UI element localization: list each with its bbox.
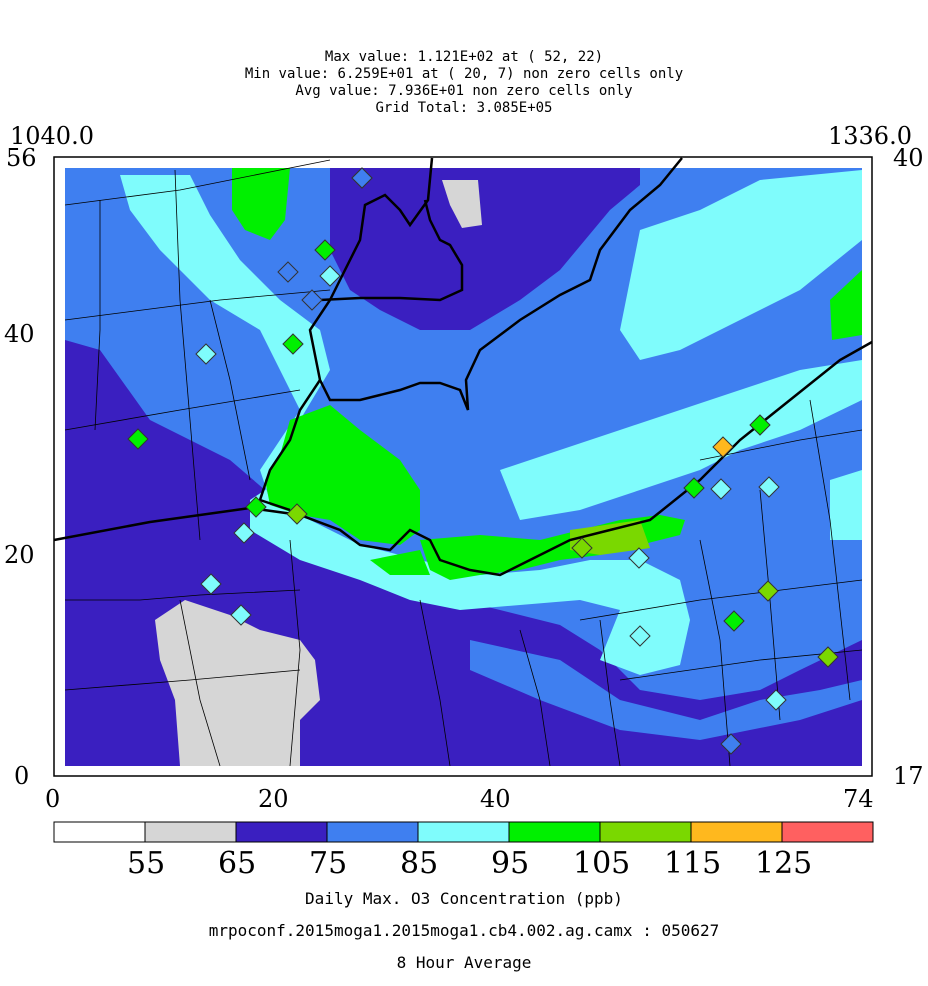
corner-top-left: 1040.0 <box>10 122 94 150</box>
monitor-site-4 <box>319 265 341 287</box>
county-boundaries <box>64 159 863 767</box>
max-value-line: Max value: 1.121E+02 at ( 52, 22) <box>324 49 604 65</box>
monitor-site-9 <box>245 496 267 518</box>
monitor-site-12 <box>200 573 222 595</box>
field-green-north <box>232 168 290 240</box>
min-value-line: Min value: 6.259E+01 at ( 20, 7) non zer… <box>244 66 684 82</box>
monitor-site-6 <box>282 333 304 355</box>
monitor-site-26 <box>720 733 742 755</box>
colorbar-label-55: 55 <box>127 846 166 881</box>
field-green-lake-west <box>265 405 420 545</box>
colorbar-swatch-6 <box>599 821 692 843</box>
field-cyan-lake <box>500 360 862 520</box>
colorbar <box>53 821 874 843</box>
colorbar-label-115: 115 <box>664 846 722 881</box>
colorbar-label-85: 85 <box>400 846 439 881</box>
colorbar-swatch-1 <box>144 821 237 843</box>
right-axis-bottom: 17 <box>893 762 924 790</box>
stats-header: Max value: 1.121E+02 at ( 52, 22) Min va… <box>0 49 928 117</box>
y-tick-20: 20 <box>4 541 35 569</box>
colorbar-swatch-7 <box>690 821 783 843</box>
avg-value-line: Avg value: 7.936E+01 non zero cells only <box>295 83 633 99</box>
field-green-island <box>370 550 430 575</box>
monitor-site-5 <box>301 289 323 311</box>
concentration-field <box>65 168 862 766</box>
corner-top-right: 1336.0 <box>828 122 912 150</box>
monitor-site-2 <box>277 261 299 283</box>
colorbar-swatch-3 <box>326 821 419 843</box>
variable-caption: Daily Max. O3 Concentration (ppb) <box>305 889 623 908</box>
field-cyan-northeast <box>620 170 862 360</box>
colorbar-swatch-5 <box>508 821 601 843</box>
monitor-site-13 <box>230 604 252 626</box>
field-darkblue-north <box>330 168 640 330</box>
left-axis-bottom: 0 <box>14 762 30 790</box>
field-cyan-west <box>120 175 690 675</box>
right-axis-top: 40 <box>893 144 924 172</box>
left-axis-top: 56 <box>6 144 37 172</box>
monitor-site-17 <box>712 436 734 458</box>
monitor-site-27 <box>351 167 373 189</box>
colorbar-swatch-4 <box>417 821 510 843</box>
y-tick-40: 40 <box>4 320 35 348</box>
x-tick-40: 40 <box>480 785 511 813</box>
colorbar-label-95: 95 <box>491 846 530 881</box>
field-cyan-east <box>830 470 862 540</box>
x-tick-20: 20 <box>258 785 289 813</box>
colorbar-swatch-2 <box>235 821 328 843</box>
colorbar-swatch-0 <box>53 821 146 843</box>
monitor-site-16 <box>629 625 651 647</box>
monitor-site-8 <box>127 428 149 450</box>
monitor-site-18 <box>749 414 771 436</box>
x-tick-0: 0 <box>45 785 61 813</box>
monitor-site-10 <box>286 503 308 525</box>
monitor-sites <box>127 167 839 755</box>
averaging-caption: 8 Hour Average <box>396 953 532 972</box>
field-green-northeast <box>830 270 862 340</box>
monitor-site-22 <box>757 580 779 602</box>
colorbar-label-75: 75 <box>309 846 348 881</box>
colorbar-label-125: 125 <box>755 846 813 881</box>
grid-total-line: Grid Total: 3.085E+05 <box>375 100 553 116</box>
monitor-site-21 <box>683 477 705 499</box>
field-blue-strip <box>470 640 862 740</box>
colorbar-label-105: 105 <box>573 846 631 881</box>
monitor-site-19 <box>710 478 732 500</box>
monitor-site-14 <box>571 537 593 559</box>
monitor-site-25 <box>765 689 787 711</box>
monitor-site-24 <box>817 646 839 668</box>
x-tick-74: 74 <box>843 785 874 813</box>
monitor-site-20 <box>758 476 780 498</box>
colorbar-label-65: 65 <box>218 846 257 881</box>
field-grey-southwest <box>155 600 320 766</box>
monitor-site-23 <box>723 610 745 632</box>
monitor-site-11 <box>233 522 255 544</box>
monitor-site-7 <box>195 343 217 365</box>
colorbar-swatch-8 <box>781 821 874 843</box>
monitor-site-15 <box>628 547 650 569</box>
field-grey-north <box>442 180 482 228</box>
monitor-site-3 <box>314 239 336 261</box>
run-caption: mrpoconf.2015moga1.2015moga1.cb4.002.ag.… <box>208 921 720 940</box>
